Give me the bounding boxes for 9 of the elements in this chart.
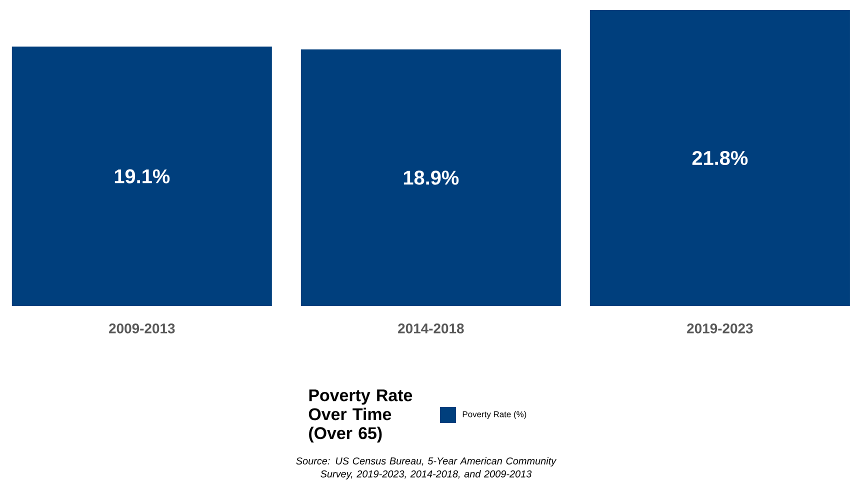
legend-title: Poverty Rate Over Time (Over 65) [308,389,412,442]
x-tick-label: 2019-2023 [687,323,753,334]
x-tick-label: 2014-2018 [398,323,464,334]
data-label: 18.9% [404,170,459,185]
x-tick-label: 2009-2013 [109,323,175,334]
data-label: 19.1% [114,169,170,184]
data-label: 21.8% [692,150,748,166]
legend-label: Poverty Rate (%) [462,411,526,419]
source-note: Source: US Census Bureau, 5-Year American Community Survey, 2019-2023, 2014-2018, and 2009-2013 [296,457,557,480]
